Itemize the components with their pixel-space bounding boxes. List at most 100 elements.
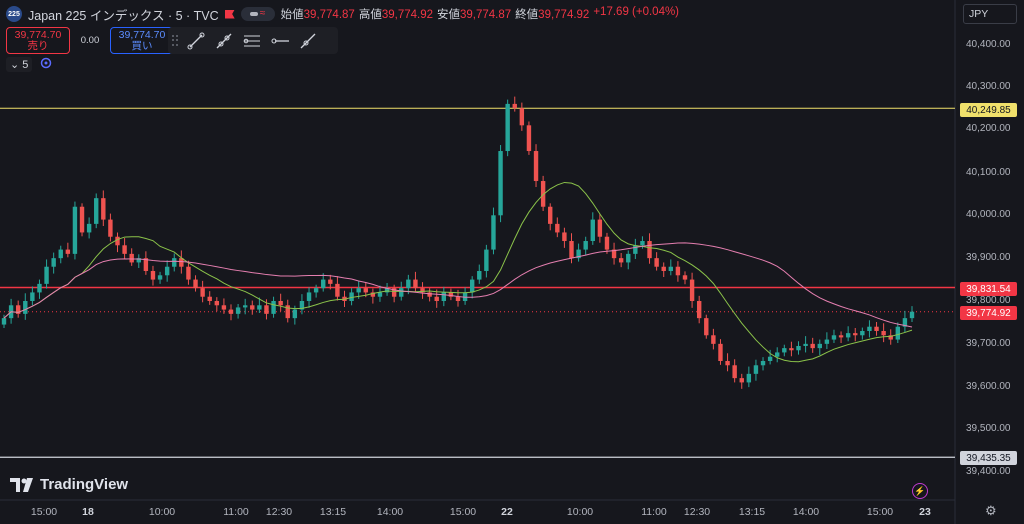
candle-body	[349, 292, 354, 301]
currency-selector[interactable]: JPY	[963, 4, 1017, 24]
price-axis-label: 40,200.00	[966, 123, 1011, 134]
chevron-down-icon: ⌄	[10, 59, 20, 71]
settings-gear-icon[interactable]: ⚙	[985, 503, 997, 518]
wave-icon: ≈	[259, 8, 266, 19]
indicator-icon[interactable]	[40, 57, 52, 72]
ohlc-close: 終値39,774.92	[515, 9, 590, 21]
price-axis-label: 39,500.00	[966, 423, 1011, 434]
candle-body	[689, 279, 695, 301]
candle-body	[420, 288, 425, 293]
candle-body	[796, 345, 801, 351]
candle-body	[108, 219, 113, 237]
time-axis-label: 22	[501, 506, 513, 518]
candle-body	[264, 305, 269, 314]
candle-body	[562, 232, 567, 242]
candle-body	[604, 236, 610, 250]
candle-body	[640, 241, 645, 246]
time-axis-label: 15:00	[449, 506, 477, 518]
candle-body	[831, 335, 837, 340]
candle-body	[94, 198, 99, 224]
candle-body	[888, 335, 893, 340]
candle-body	[611, 249, 617, 259]
candle-body	[285, 305, 290, 319]
time-axis-label: 15:00	[30, 506, 58, 518]
tradingview-logo-icon	[10, 477, 33, 492]
price-axis-label: 40,400.00	[966, 39, 1011, 50]
ray-icon[interactable]	[214, 31, 234, 51]
trade-panel: 39,774.70 売り 0.00 39,774.70 買い	[6, 27, 174, 54]
flag-icon[interactable]	[224, 9, 235, 19]
candle-body	[200, 288, 205, 297]
candle-body	[548, 206, 553, 224]
candle-body	[1, 318, 7, 325]
candle-body	[406, 279, 411, 289]
price-axis-label: 39,900.00	[966, 252, 1011, 263]
yellow-line-price-tag: 40,249.85	[960, 103, 1017, 117]
candle-body	[583, 241, 588, 250]
candle-body	[682, 275, 688, 280]
symbol-header: 225 Japan 225 インデックス · 5 · TVC ≈ 始値39,77…	[0, 0, 961, 28]
parallel-channel-icon[interactable]	[242, 31, 262, 51]
interval-row: ⌄ 5	[6, 57, 52, 72]
candle-body	[824, 339, 830, 344]
ohlc-change: +17.69 (+0.04%)	[593, 6, 680, 18]
market-status-toggle[interactable]: ≈	[240, 7, 275, 21]
candle-body	[72, 206, 78, 254]
interval-value: 5	[22, 58, 29, 71]
candle-body	[817, 343, 822, 349]
candle-body	[874, 326, 879, 331]
candle-body	[477, 271, 482, 280]
candle-body	[321, 279, 326, 289]
tradingview-logo[interactable]: TradingView	[10, 476, 128, 493]
candle-body	[725, 360, 730, 366]
candle-body	[278, 301, 283, 306]
time-axis-label: 12:30	[265, 506, 293, 518]
candle-body	[704, 318, 709, 336]
ohlc-values: 始値39,774.87 高値39,774.92 安値39,774.87 終値39…	[281, 6, 679, 22]
candle-body	[711, 335, 716, 344]
price-axis-label: 40,000.00	[966, 209, 1011, 220]
symbol-title[interactable]: Japan 225 インデックス · 5 · TVC	[28, 8, 219, 23]
extended-line-icon[interactable]	[298, 31, 318, 51]
lightning-icon[interactable]: ⚡	[912, 483, 928, 499]
candle-body	[810, 343, 815, 349]
time-axis-label: 11:00	[641, 506, 667, 518]
candle-body	[115, 236, 120, 246]
trend-line-icon[interactable]	[186, 31, 206, 51]
candle-body	[391, 288, 397, 297]
candle-body	[533, 151, 539, 182]
dot-icon	[249, 12, 258, 16]
candle-body	[122, 245, 127, 254]
candle-body	[356, 288, 361, 293]
sell-label: 売り	[27, 39, 49, 52]
candle-body	[767, 356, 773, 361]
spread-value: 0.00	[80, 35, 100, 46]
candle-body	[491, 215, 496, 250]
candle-body	[257, 305, 262, 310]
sell-button[interactable]: 39,774.70 売り	[6, 27, 70, 54]
buy-button[interactable]: 39,774.70 買い	[110, 27, 174, 54]
candle-body	[675, 266, 681, 276]
white-line-price-tag: 39,435.35	[960, 451, 1017, 465]
candle-body	[335, 283, 340, 297]
candle-body	[399, 288, 404, 297]
candle-body	[306, 292, 312, 301]
candle-body	[15, 305, 21, 314]
candle-body	[413, 279, 418, 289]
candle-body	[207, 296, 212, 301]
candle-body	[838, 335, 844, 338]
price-axis-label: 39,400.00	[966, 466, 1011, 477]
drag-handle-icon[interactable]	[172, 34, 178, 47]
candle-body	[384, 288, 390, 293]
candle-body	[661, 266, 666, 272]
candle-body	[377, 292, 383, 297]
candle-body	[86, 223, 92, 233]
candle-body	[505, 103, 510, 152]
time-axis-label: 14:00	[792, 506, 820, 518]
candle-body	[845, 333, 851, 338]
price-axis-label: 40,300.00	[966, 81, 1011, 92]
horizontal-ray-icon[interactable]	[270, 31, 290, 51]
interval-selector[interactable]: ⌄ 5	[6, 57, 33, 72]
candle-body	[540, 181, 546, 207]
